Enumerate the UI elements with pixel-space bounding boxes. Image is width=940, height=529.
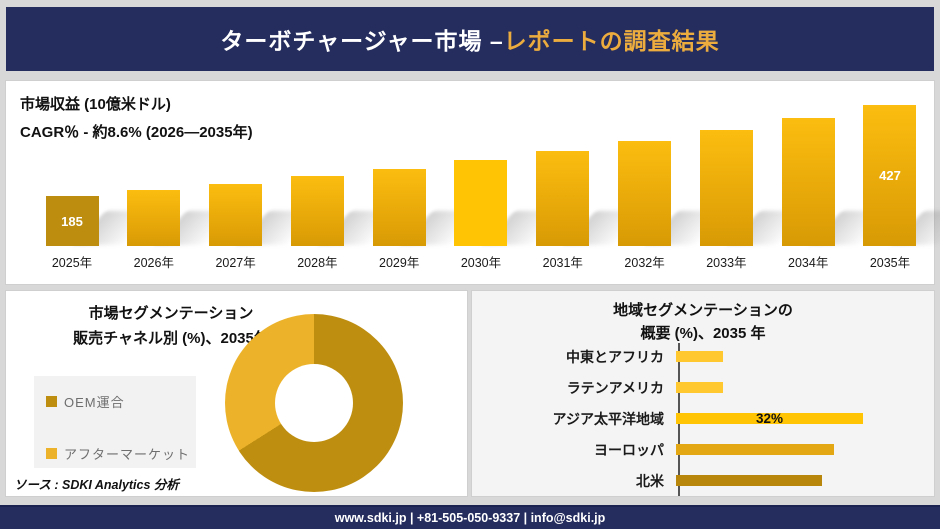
legend-label: アフターマーケット <box>64 447 191 462</box>
legend-item: アフターマーケット <box>46 444 196 463</box>
revenue-x-axis-label: 2025年 <box>51 256 93 270</box>
revenue-x-axis-label: 2029年 <box>379 256 420 270</box>
revenue-bar <box>372 169 426 246</box>
region-bar <box>676 382 723 393</box>
revenue-bar-column: 2030年 <box>453 160 509 271</box>
revenue-bar-column: 2032年 <box>617 141 673 271</box>
footer-bar: www.sdki.jp | +81-505-050-9337 | info@sd… <box>0 505 940 529</box>
revenue-bar-column: 2028年 <box>289 176 345 271</box>
revenue-bar-column: 2034年 <box>780 118 836 271</box>
region-label: アジア太平洋地域 <box>552 410 664 427</box>
revenue-x-axis-label: 2027年 <box>215 256 256 270</box>
revenue-x-axis-label: 2032年 <box>624 256 665 270</box>
region-bar-value-label: 32% <box>755 411 784 426</box>
revenue-bar-column: 2027年 <box>208 184 264 271</box>
segmentation-title: 市場セグメンテーション 販売チャネル別 (%)、2035年 <box>6 301 336 351</box>
segmentation-title-line1: 市場セグメンテーション <box>88 305 254 322</box>
region-label: ラテンアメリカ <box>566 379 664 396</box>
region-row: ヨーロッパ <box>480 441 928 458</box>
region-row: ラテンアメリカ <box>480 379 928 396</box>
revenue-x-axis-label: 2026年 <box>133 256 174 270</box>
revenue-bar <box>209 184 263 246</box>
region-label: ヨーロッパ <box>594 441 664 458</box>
revenue-x-axis-label: 2030年 <box>460 256 502 270</box>
revenue-bar-column: 2029年 <box>371 169 427 271</box>
revenue-bar <box>618 141 672 246</box>
legend-swatch <box>46 396 57 407</box>
revenue-bar-value-label: 427 <box>879 168 901 183</box>
revenue-x-axis-label: 2033年 <box>706 256 747 270</box>
revenue-bar-value-label: 185 <box>61 213 83 229</box>
revenue-chart-panel: 市場収益 (10億米ドル) CAGR％ - 約8.6% (2026―2035年)… <box>5 80 935 285</box>
revenue-bar-column: 427 2035年 <box>862 105 918 271</box>
region-title: 地域セグメンテーションの 概要 (%)、2035 年 <box>472 299 934 345</box>
source-note: ソース : SDKI Analytics 分析 <box>14 478 179 492</box>
page-title-main: ターボチャージャー市場 – <box>220 28 504 54</box>
region-bar <box>676 444 834 455</box>
region-bar <box>676 475 822 486</box>
revenue-metric-label: 市場収益 (10億米ドル) <box>20 96 171 113</box>
header-banner: ターボチャージャー市場 – レポートの調査結果 <box>6 7 934 71</box>
legend-label: OEM運合 <box>64 395 125 410</box>
revenue-x-axis-label: 2034年 <box>788 256 829 270</box>
revenue-bar-column: 2026年 <box>126 190 182 271</box>
region-row: 中東とアフリカ <box>480 348 928 365</box>
region-label: 中東とアフリカ <box>566 348 664 365</box>
region-label: 北米 <box>636 472 664 489</box>
revenue-x-axis-label: 2035年 <box>869 256 911 270</box>
legend-item: OEM運合 <box>46 392 196 411</box>
page-title-accent: レポートの調査結果 <box>503 28 720 54</box>
donut-chart <box>225 314 403 492</box>
revenue-bar <box>127 190 181 246</box>
segmentation-title-line2: 販売チャネル別 (%)、2035年 <box>73 330 269 347</box>
footer-contact: www.sdki.jp | +81-505-050-9337 | info@sd… <box>334 511 606 525</box>
segmentation-panel: 市場セグメンテーション 販売チャネル別 (%)、2035年 OEM運合アフターマ… <box>5 290 468 497</box>
region-row: 北米 <box>480 472 928 489</box>
revenue-bars: 185 2025年 2026年 2027年 2028年 2029年 2030年 2031年 20… <box>44 105 918 271</box>
region-chart-panel: 地域セグメンテーションの 概要 (%)、2035 年 中東とアフリカ ラテンアメリ… <box>471 290 935 497</box>
revenue-bar <box>454 160 508 246</box>
legend-swatch <box>46 448 57 459</box>
revenue-bar-column: 2033年 <box>698 130 754 271</box>
region-title-line2: 概要 (%)、2035 年 <box>640 325 766 342</box>
revenue-bar: 185 <box>45 196 99 246</box>
revenue-cagr-label: CAGR％ - 約8.6% (2026―2035年) <box>20 124 253 141</box>
revenue-bar-column: 2031年 <box>535 151 591 271</box>
region-bar <box>676 351 723 362</box>
region-row: アジア太平洋地域 32% <box>480 410 928 427</box>
revenue-x-axis-label: 2028年 <box>297 256 338 270</box>
revenue-bar <box>536 151 590 246</box>
revenue-x-axis-label: 2031年 <box>542 256 583 270</box>
revenue-bar-column: 185 2025年 <box>44 196 100 271</box>
region-title-line1: 地域セグメンテーションの <box>613 302 793 319</box>
region-bar: 32% <box>676 411 863 426</box>
revenue-bar <box>781 118 835 246</box>
revenue-bar <box>290 176 344 246</box>
revenue-bar <box>699 130 753 246</box>
revenue-bar: 427 <box>863 105 917 246</box>
region-bars: 中東とアフリカ ラテンアメリカアジア太平洋地域 32% ヨーロッパ北米 <box>480 348 928 506</box>
donut-legend: OEM運合アフターマーケット <box>34 376 196 468</box>
